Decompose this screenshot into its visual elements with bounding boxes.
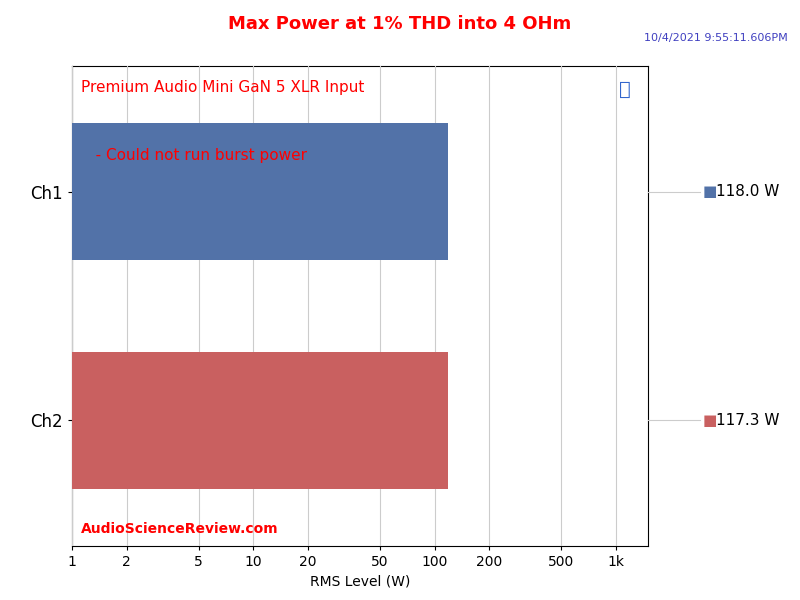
Text: Ⓐ: Ⓐ bbox=[619, 80, 630, 100]
Text: AudioScienceReview.com: AudioScienceReview.com bbox=[81, 523, 278, 536]
X-axis label: RMS Level (W): RMS Level (W) bbox=[310, 575, 410, 589]
Bar bbox=[72, 352, 448, 489]
Text: 10/4/2021 9:55:11.606PM: 10/4/2021 9:55:11.606PM bbox=[644, 33, 788, 43]
Text: ■: ■ bbox=[702, 184, 717, 199]
Text: - Could not run burst power: - Could not run burst power bbox=[81, 148, 306, 163]
Text: 117.3 W: 117.3 W bbox=[716, 413, 779, 428]
Text: 118.0 W: 118.0 W bbox=[716, 184, 779, 199]
Text: Premium Audio Mini GaN 5 XLR Input: Premium Audio Mini GaN 5 XLR Input bbox=[81, 80, 364, 95]
Bar bbox=[72, 123, 449, 260]
Text: ■: ■ bbox=[702, 413, 717, 428]
Text: Max Power at 1% THD into 4 OHm: Max Power at 1% THD into 4 OHm bbox=[228, 15, 572, 33]
